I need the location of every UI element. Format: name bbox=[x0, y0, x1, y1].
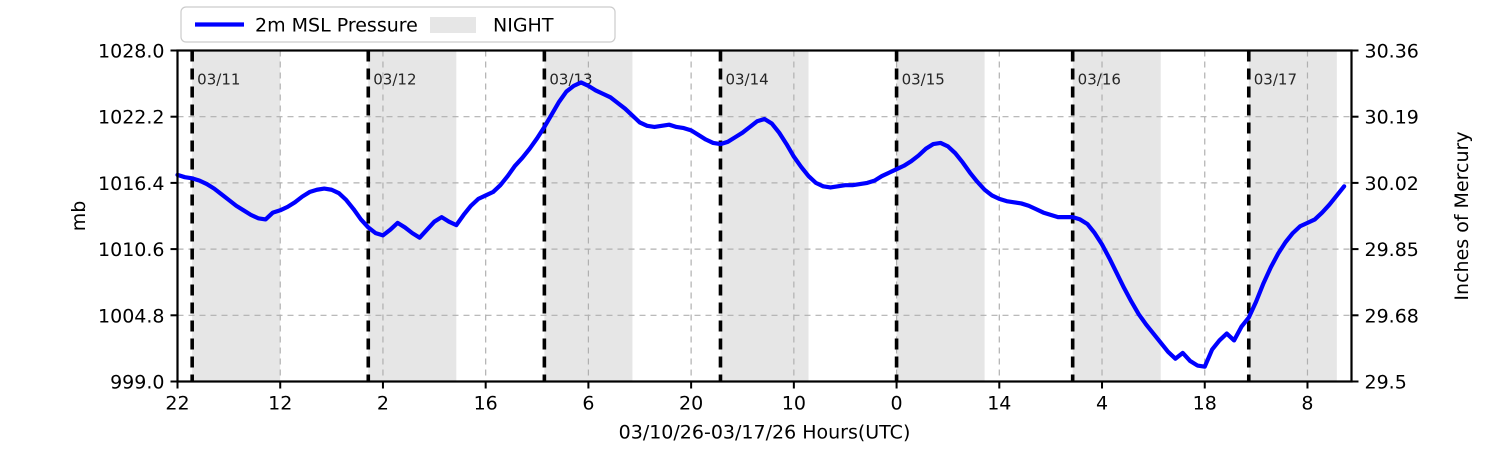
xtick-label-10: 18 bbox=[1193, 393, 1217, 415]
night-band-3 bbox=[720, 50, 809, 382]
x-axis-title: 03/10/26-03/17/26 Hours(UTC) bbox=[619, 422, 911, 444]
night-band-0 bbox=[192, 50, 281, 382]
ytick-label-right-1: 29.68 bbox=[1365, 305, 1419, 327]
legend-label-night: NIGHT bbox=[493, 15, 554, 37]
xtick-label-8: 14 bbox=[987, 393, 1011, 415]
ytick-label-left-3: 1016.4 bbox=[98, 173, 164, 195]
day-boundary-label-1: 03/12 bbox=[373, 71, 416, 89]
ytick-label-left-0: 999.0 bbox=[110, 372, 164, 394]
xtick-label-7: 0 bbox=[891, 393, 903, 415]
xtick-label-4: 6 bbox=[582, 393, 594, 415]
xtick-label-3: 16 bbox=[474, 393, 498, 415]
xtick-label-6: 10 bbox=[782, 393, 806, 415]
ytick-label-left-5: 1028.0 bbox=[98, 41, 164, 63]
ytick-label-left-1: 1004.8 bbox=[98, 305, 164, 327]
day-boundary-label-6: 03/17 bbox=[1254, 71, 1297, 89]
y-axis-title-left: mb bbox=[68, 201, 90, 232]
y-axis-title-right: Inches of Mercury bbox=[1451, 131, 1473, 300]
ytick-label-left-2: 1010.6 bbox=[98, 239, 164, 261]
day-boundary-label-0: 03/11 bbox=[197, 71, 240, 89]
xtick-label-11: 8 bbox=[1301, 393, 1313, 415]
ytick-label-right-2: 29.85 bbox=[1365, 239, 1419, 261]
night-band-6 bbox=[1248, 50, 1337, 382]
ytick-label-right-0: 29.5 bbox=[1365, 372, 1407, 394]
xtick-label-0: 22 bbox=[165, 393, 189, 415]
day-boundary-label-4: 03/15 bbox=[902, 71, 945, 89]
day-boundary-label-3: 03/14 bbox=[725, 71, 768, 89]
ytick-label-right-3: 30.02 bbox=[1365, 173, 1419, 195]
xtick-label-2: 2 bbox=[377, 393, 389, 415]
series-line-0 bbox=[175, 80, 1347, 369]
legend-label-pressure: 2m MSL Pressure bbox=[255, 15, 418, 37]
ytick-label-right-4: 30.19 bbox=[1365, 107, 1419, 129]
day-boundary-label-5: 03/16 bbox=[1078, 71, 1121, 89]
plot-border bbox=[176, 49, 1353, 383]
ytick-label-right-5: 30.36 bbox=[1365, 41, 1419, 63]
night-band-5 bbox=[1072, 50, 1161, 382]
ytick-label-left-4: 1022.2 bbox=[98, 107, 164, 129]
xtick-label-5: 20 bbox=[679, 393, 703, 415]
xtick-label-1: 12 bbox=[268, 393, 292, 415]
xtick-label-9: 4 bbox=[1096, 393, 1108, 415]
legend-patch-sample bbox=[430, 17, 476, 33]
legend-box bbox=[180, 6, 616, 43]
night-band-4 bbox=[896, 50, 985, 382]
